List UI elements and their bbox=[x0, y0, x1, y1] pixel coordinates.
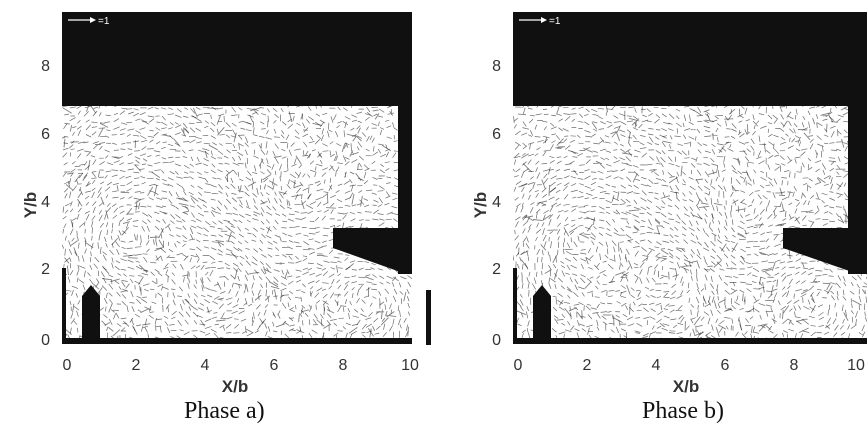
panel-a-vector-strokes bbox=[62, 106, 412, 344]
panel-a-y-ticks: 0 2 4 6 8 bbox=[41, 58, 50, 349]
vector-arrows bbox=[62, 106, 412, 344]
panel-a: =1 Y/b X/b 0 2 4 6 8 0 2 4 6 8 10 bbox=[21, 12, 431, 396]
panel-b-reference-vector-head bbox=[541, 17, 547, 23]
panel-b-step-wedge bbox=[783, 228, 867, 274]
panel-a-y-tick: 2 bbox=[41, 261, 50, 278]
panel-a-x-ticks: 0 2 4 6 8 10 bbox=[63, 357, 419, 374]
panel-a-y-axis-label: Y/b bbox=[21, 192, 40, 218]
panel-a-inlet-baffle bbox=[82, 285, 100, 342]
panel-a-x-tick: 2 bbox=[132, 357, 141, 374]
panel-a-x-tick: 8 bbox=[339, 357, 348, 374]
panel-a-reference-vector-head bbox=[90, 17, 96, 23]
panel-a-x-tick: 4 bbox=[201, 357, 210, 374]
panel-b-y-tick: 8 bbox=[492, 58, 501, 75]
panel-b-x-tick: 4 bbox=[652, 357, 661, 374]
panel-b-x-tick: 6 bbox=[721, 357, 730, 374]
panel-b-x-tick: 2 bbox=[583, 357, 592, 374]
panel-b-x-ticks: 0 2 4 6 8 10 bbox=[514, 357, 865, 374]
panel-b-inlet-baffle bbox=[533, 285, 551, 342]
panel-b-top-block bbox=[513, 12, 867, 106]
panel-a-x-tick: 10 bbox=[401, 357, 419, 374]
panel-b-x-tick: 0 bbox=[514, 357, 523, 374]
vector-dense-streaks bbox=[513, 106, 867, 344]
panel-b-x-tick: 10 bbox=[847, 357, 865, 374]
panel-b-y-ticks: 0 2 4 6 8 bbox=[492, 58, 501, 349]
panel-a-y-tick: 8 bbox=[41, 58, 50, 75]
panel-b-x-axis-label: X/b bbox=[673, 377, 699, 396]
panel-a-x-axis-label: X/b bbox=[222, 377, 248, 396]
panel-a-y-tick: 4 bbox=[41, 194, 50, 211]
panel-b-y-tick: 4 bbox=[492, 194, 501, 211]
panel-a-caption: Phase a) bbox=[184, 398, 265, 424]
panel-a-x-tick: 0 bbox=[63, 357, 72, 374]
panel-b-vector-field bbox=[513, 106, 867, 344]
panel-a-step-wedge bbox=[333, 228, 412, 274]
panel-a-reference-label: =1 bbox=[98, 16, 110, 27]
panel-a-left-stub bbox=[62, 268, 66, 344]
panel-b-vector-strokes bbox=[513, 106, 867, 344]
panel-b-y-axis-label: Y/b bbox=[471, 192, 490, 218]
vector-arrows bbox=[513, 106, 867, 344]
panel-b: =1 Y/b X/b 0 2 4 6 8 0 2 4 6 8 10 bbox=[471, 12, 867, 396]
panel-a-right-post bbox=[426, 290, 431, 345]
panel-b-y-tick: 2 bbox=[492, 261, 501, 278]
panel-a-y-tick: 6 bbox=[41, 126, 50, 143]
panel-b-y-tick: 0 bbox=[492, 332, 501, 349]
panel-a-x-tick: 6 bbox=[270, 357, 279, 374]
panel-b-reference-label: =1 bbox=[549, 16, 561, 27]
panel-a-bottom-wall bbox=[62, 338, 412, 344]
panel-b-left-stub bbox=[513, 268, 517, 344]
panel-b-bottom-wall bbox=[513, 338, 867, 344]
vector-dense-streaks bbox=[62, 106, 412, 344]
panel-a-y-tick: 0 bbox=[41, 332, 50, 349]
panel-b-x-tick: 8 bbox=[790, 357, 799, 374]
panel-b-caption: Phase b) bbox=[642, 398, 724, 424]
panel-a-top-block bbox=[62, 12, 412, 106]
panel-b-y-tick: 6 bbox=[492, 126, 501, 143]
panel-a-vector-field bbox=[62, 106, 412, 344]
